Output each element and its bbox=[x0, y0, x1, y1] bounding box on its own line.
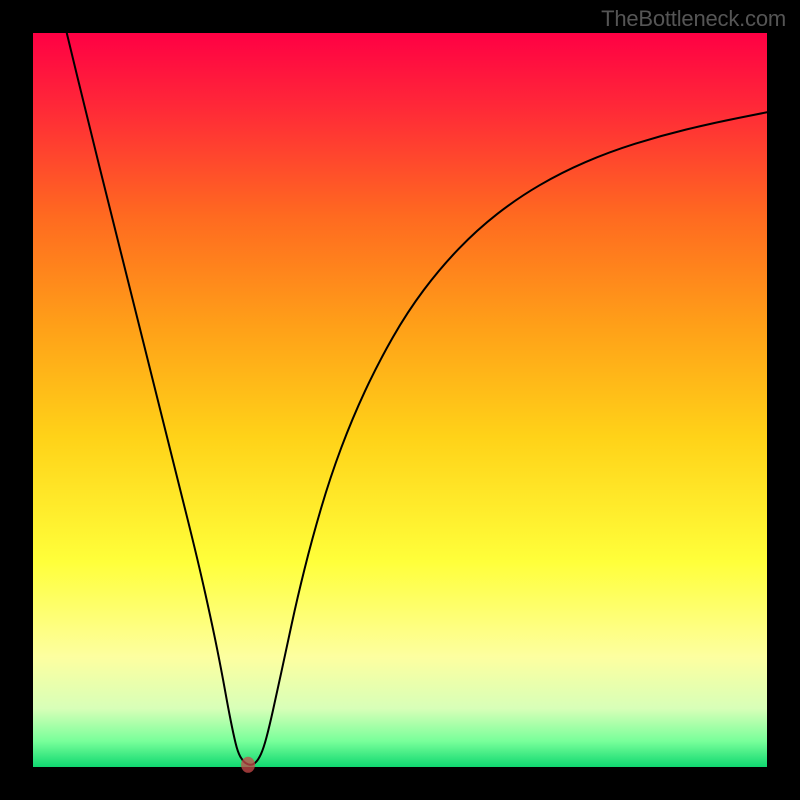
chart-container: TheBottleneck.com bbox=[0, 0, 800, 800]
gradient-background bbox=[33, 33, 767, 767]
watermark-text: TheBottleneck.com bbox=[601, 6, 786, 32]
chart-svg bbox=[0, 0, 800, 800]
minimum-marker bbox=[241, 757, 255, 773]
